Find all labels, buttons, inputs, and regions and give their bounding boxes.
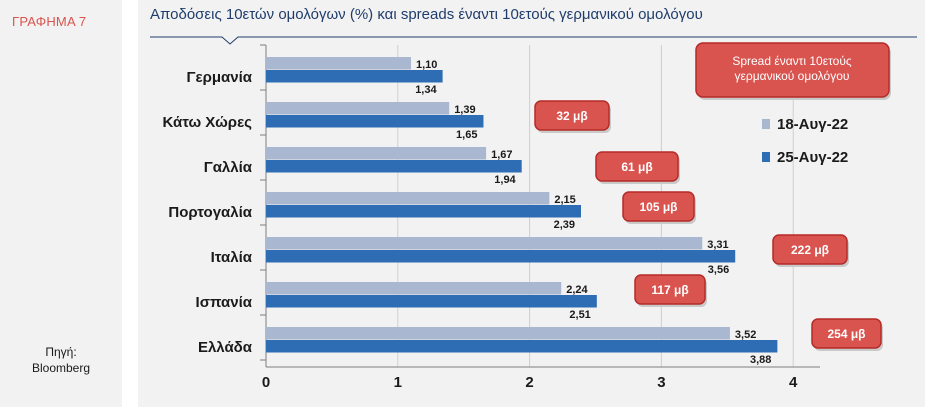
value-label-25-aug: 1,94 (494, 174, 516, 186)
bar-18-aug (266, 57, 411, 70)
category-label: Ιταλία (211, 249, 253, 266)
category-label: Γαλλία (204, 159, 253, 176)
spread-badge (534, 100, 610, 131)
spread-badge (634, 274, 706, 305)
bar-25-aug (266, 160, 522, 173)
value-label-18-aug: 1,10 (416, 59, 437, 71)
bar-18-aug (266, 237, 703, 250)
spread-legend-line: γερμανικού ομολόγου (735, 69, 850, 83)
title-underline (150, 36, 917, 45)
spread-badge (595, 151, 679, 182)
bar-25-aug (266, 250, 736, 263)
category-label: Γερμανία (186, 69, 252, 86)
spread-badge (811, 318, 882, 349)
source-label: Πηγή: (45, 345, 77, 359)
bar-25-aug (266, 340, 778, 353)
category-label: Κάτω Χώρες (162, 114, 252, 131)
value-label-18-aug: 1,67 (491, 149, 512, 161)
value-label-18-aug: 3,31 (707, 239, 728, 251)
value-label-18-aug: 2,15 (554, 194, 575, 206)
spread-badge-label: 117 μβ (651, 283, 688, 297)
bar-18-aug (266, 102, 450, 115)
spread-badge-label: 222 μβ (791, 243, 829, 257)
x-tick-label: 0 (262, 374, 270, 391)
source-name: Bloomberg (31, 361, 91, 375)
category-label: Ισπανία (196, 294, 253, 311)
spread-badge-label: 32 μβ (556, 109, 587, 123)
spread-badge-label: 61 μβ (621, 160, 652, 174)
value-label-18-aug: 1,39 (454, 104, 475, 116)
source-note: Πηγή: Bloomberg (0, 344, 122, 376)
value-label-25-aug: 1,34 (415, 84, 437, 96)
bar-18-aug (266, 147, 487, 160)
legend-swatch (762, 152, 770, 162)
value-label-25-aug: 3,88 (750, 354, 771, 366)
value-label-25-aug: 3,56 (708, 264, 729, 276)
bar-25-aug (266, 115, 484, 128)
legend-label: 18-Αυγ-22 (777, 116, 848, 133)
bar-18-aug (266, 192, 550, 205)
spread-badge-label: 254 μβ (827, 327, 865, 341)
spread-legend-line: Spread έναντι 10ετούς (732, 54, 852, 68)
spread-badge-label: 105 μβ (639, 200, 677, 214)
x-tick-label: 4 (789, 374, 798, 391)
value-label-25-aug: 2,51 (569, 309, 590, 321)
legend-label: 25-Αυγ-22 (777, 149, 848, 166)
chart-title: Αποδόσεις 10ετών ομολόγων (%) και spread… (150, 6, 703, 23)
bar-25-aug (266, 295, 597, 308)
category-label: Πορτογαλία (168, 204, 252, 221)
x-tick-label: 1 (394, 374, 402, 391)
bar-25-aug (266, 70, 443, 83)
bar-25-aug (266, 205, 582, 218)
legend-swatch (762, 119, 770, 129)
value-label-18-aug: 2,24 (566, 284, 588, 296)
bar-18-aug (266, 327, 730, 340)
left-panel: ΓΡΑΦΗΜΑ 7 Πηγή: Bloomberg (0, 0, 122, 407)
spread-badge (622, 191, 695, 222)
value-label-25-aug: 1,65 (456, 129, 477, 141)
bar-18-aug (266, 282, 562, 295)
spread-legend-box (695, 42, 890, 98)
figure-label: ΓΡΑΦΗΜΑ 7 (12, 14, 87, 29)
x-tick-label: 2 (525, 374, 533, 391)
spread-badge (772, 234, 848, 265)
x-tick-label: 3 (657, 374, 665, 391)
value-label-25-aug: 2,39 (554, 219, 575, 231)
value-label-18-aug: 3,52 (735, 329, 756, 341)
category-label: Ελλάδα (198, 339, 253, 356)
